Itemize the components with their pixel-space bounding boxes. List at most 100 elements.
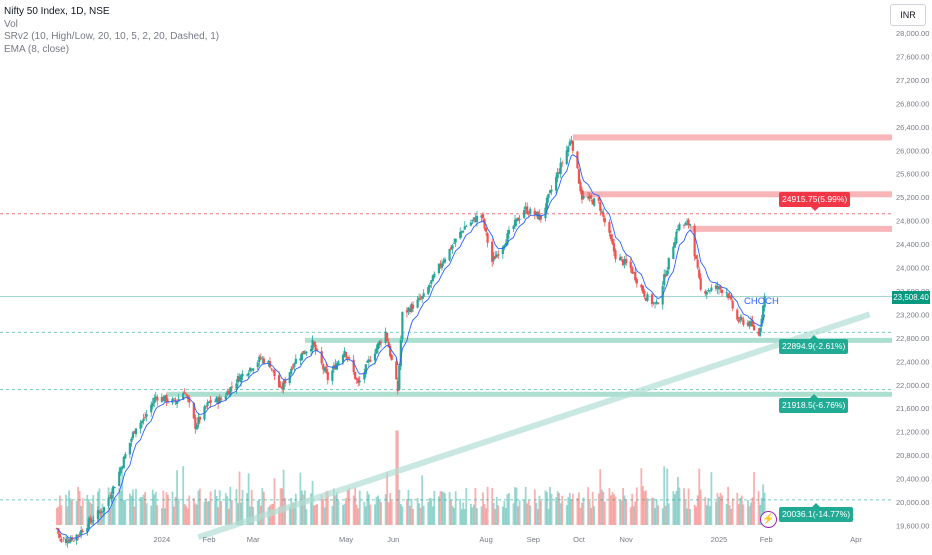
x-axis-tick-label: May — [339, 535, 353, 544]
ema-indicator-label[interactable]: EMA (8, close) — [4, 43, 70, 55]
candle-body — [675, 231, 678, 244]
volume-bar — [387, 502, 390, 525]
candle-body — [707, 290, 710, 291]
candle-body — [411, 304, 415, 309]
candle-body — [241, 373, 244, 377]
candle-body — [182, 393, 185, 400]
volume-bar — [550, 493, 553, 525]
candle-body — [110, 495, 113, 499]
y-axis-tick-label: 21,600.00 — [896, 404, 929, 413]
candle-body — [717, 286, 721, 290]
candle-body — [316, 349, 319, 351]
srv2-indicator-label[interactable]: SRv2 (10, High/Low, 20, 10, 5, 2, 20, Da… — [4, 31, 220, 42]
volume-bar — [719, 492, 722, 525]
resistance-tag-text: 24915.75(5.99%) — [782, 194, 848, 204]
candle-body — [323, 368, 326, 372]
candle-body — [459, 232, 462, 239]
candle-body — [751, 320, 754, 326]
volume-bar — [480, 506, 483, 525]
volume-bar — [664, 505, 667, 525]
volume-bar — [422, 505, 425, 525]
volume-bar — [396, 430, 399, 525]
volume-bar — [389, 493, 392, 525]
candle-body — [430, 280, 433, 284]
candle-body — [695, 255, 698, 260]
volume-bar — [730, 508, 733, 525]
candle-body — [515, 218, 518, 222]
candle-body — [516, 217, 520, 222]
x-axis-tick-label: Feb — [203, 535, 216, 544]
volume-bar — [433, 490, 436, 525]
volume-bar — [197, 490, 200, 525]
volume-bar — [278, 506, 280, 525]
candle-body — [121, 467, 124, 469]
volume-bar — [721, 495, 723, 525]
candle-body — [96, 510, 100, 519]
x-axis-tick-label: Sep — [527, 535, 540, 544]
volume-indicator-label[interactable]: Vol — [4, 18, 18, 30]
volume-bar — [293, 502, 296, 525]
candle-body — [271, 369, 275, 371]
volume-bar — [153, 494, 156, 525]
volume-bar — [454, 491, 457, 525]
volume-bar — [192, 498, 195, 525]
candle-body — [576, 151, 579, 169]
volume-bar — [718, 496, 720, 525]
candle-body — [495, 254, 498, 258]
y-axis-tick-label: 20,000.00 — [896, 498, 929, 507]
candle-body — [565, 150, 568, 165]
candle-body — [341, 355, 345, 363]
y-axis-tick-label: 24,400.00 — [896, 240, 929, 249]
support-zone — [304, 337, 893, 343]
candle-body — [119, 467, 122, 474]
volume-bar — [90, 504, 93, 525]
volume-bar — [611, 491, 614, 525]
candle-body — [401, 311, 404, 340]
y-axis-tick-label: 26,000.00 — [896, 146, 929, 155]
volume-bar — [291, 502, 294, 525]
volume-bar — [119, 490, 122, 525]
volume-bar — [183, 503, 186, 525]
volume-bar — [684, 500, 687, 525]
candle-body — [376, 343, 380, 350]
candle-body — [418, 297, 421, 300]
candle-body — [198, 416, 202, 420]
symbol-title[interactable]: Nifty 50 Index, 1D, NSE — [4, 6, 110, 17]
candle-body — [373, 353, 377, 361]
candle-body — [453, 243, 456, 244]
lightning-bolt-icon[interactable]: ⚡ — [760, 511, 777, 528]
currency-button[interactable]: INR — [890, 4, 926, 26]
candle-body — [570, 140, 573, 143]
candle-body — [591, 200, 594, 205]
candle-body — [346, 356, 349, 359]
volume-bar — [556, 491, 559, 525]
volume-bar — [503, 501, 506, 525]
candle-body — [579, 182, 582, 192]
candle-body — [558, 172, 561, 174]
candle-body — [249, 367, 252, 372]
volume-bar — [448, 492, 451, 525]
volume-bar — [629, 507, 632, 525]
candle-body — [150, 404, 153, 413]
candle-body — [128, 442, 131, 455]
volume-bar — [591, 491, 594, 525]
candle-body — [644, 297, 648, 301]
candle-body — [523, 210, 526, 218]
up-arrow-icon — [809, 335, 818, 339]
candle-body — [439, 263, 442, 267]
candle-body — [492, 256, 495, 261]
candle-body — [603, 218, 606, 223]
volume-bar — [654, 508, 656, 525]
candle-body — [261, 358, 264, 360]
candle-body — [214, 401, 217, 403]
candle-body — [501, 246, 504, 255]
candle-body — [165, 394, 168, 403]
candle-body — [454, 238, 457, 243]
volume-bar — [173, 506, 175, 525]
candle-body — [332, 365, 335, 370]
volume-bar — [529, 505, 532, 525]
candle-body — [80, 530, 83, 536]
volume-bar — [215, 496, 218, 525]
